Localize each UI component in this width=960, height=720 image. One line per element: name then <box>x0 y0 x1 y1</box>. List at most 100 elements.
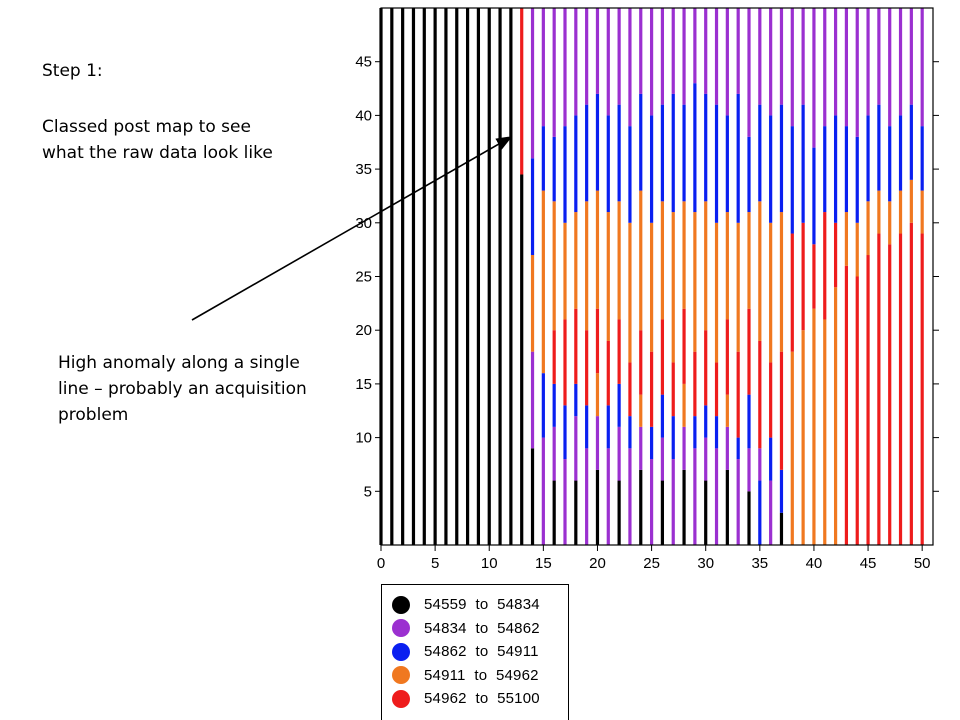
profile-segment <box>628 126 632 223</box>
profile-segment <box>866 8 870 116</box>
profile-segment <box>639 469 643 545</box>
legend-label: 54862 to 54911 <box>424 643 539 661</box>
x-tick-label: 35 <box>751 555 768 572</box>
profile-segment <box>682 426 686 470</box>
profile-segment <box>595 308 600 374</box>
profile-segment <box>541 373 545 438</box>
y-tick-label: 20 <box>355 322 372 339</box>
profile-segment <box>693 212 697 352</box>
profile-segment <box>660 437 665 481</box>
legend-swatch <box>392 619 410 638</box>
profile-line-4 <box>422 8 426 545</box>
profile-segment <box>595 93 600 191</box>
profile-segment <box>704 93 708 202</box>
profile-segment <box>606 115 610 213</box>
profile-segment <box>920 8 924 127</box>
profile-segment <box>563 126 567 223</box>
profile-line-32 <box>725 8 729 545</box>
profile-segment <box>574 115 578 213</box>
profile-segment <box>823 126 827 213</box>
profile-segment <box>747 212 751 309</box>
profile-line-39 <box>801 8 805 545</box>
profile-segment <box>823 212 827 320</box>
profile-segment <box>855 8 859 137</box>
legend-label: 54962 to 55100 <box>424 690 540 708</box>
profile-segment <box>714 448 719 545</box>
legend-swatch <box>392 689 410 708</box>
profile-segment <box>617 319 621 384</box>
y-tick-label: 40 <box>355 107 372 124</box>
profile-segment <box>530 351 535 449</box>
x-tick-label: 15 <box>535 555 552 572</box>
profile-segment <box>812 244 816 309</box>
profile-segment <box>844 8 849 127</box>
y-tick-label: 25 <box>355 269 372 286</box>
step-title: Step 1: <box>42 61 103 81</box>
profile-line-19 <box>585 8 589 545</box>
profile-segment <box>606 448 610 545</box>
profile-line-22 <box>617 8 621 545</box>
profile-segment <box>866 115 870 202</box>
profile-segment <box>779 8 784 105</box>
profile-segment <box>769 480 773 545</box>
legend-label: 54911 to 54962 <box>424 666 539 684</box>
profile-segment <box>541 437 545 545</box>
profile-segment <box>585 8 589 105</box>
profile-segment <box>617 8 621 105</box>
x-tick-label: 0 <box>377 555 385 572</box>
profile-segment <box>704 201 708 331</box>
profile-segment <box>747 8 751 137</box>
profile-segment <box>563 319 567 406</box>
profile-segment <box>606 8 610 116</box>
profile-segment <box>877 104 881 191</box>
y-tick-label: 35 <box>355 161 372 178</box>
profile-segment <box>736 93 740 223</box>
profile-line-41 <box>823 8 827 545</box>
profile-segment <box>411 8 416 545</box>
y-tick-label: 5 <box>364 483 372 500</box>
profile-segment <box>649 426 654 460</box>
profile-segment <box>660 394 665 438</box>
profile-line-28 <box>682 8 686 545</box>
profile-segment <box>877 190 881 234</box>
legend-entry: 54911 to 54962 <box>382 664 568 688</box>
profile-segment <box>628 222 632 363</box>
profile-segment <box>649 459 654 545</box>
profile-segment <box>585 201 589 331</box>
profile-line-1 <box>390 8 394 545</box>
profile-segment <box>682 104 686 202</box>
profile-segment <box>725 319 729 395</box>
profile-segment <box>563 459 567 545</box>
profile-segment <box>888 126 892 202</box>
y-tick-label: 10 <box>355 430 372 447</box>
profile-line-12 <box>509 8 513 545</box>
profile-segment <box>541 190 545 374</box>
profile-segment <box>769 437 773 481</box>
profile-line-40 <box>812 8 816 545</box>
profile-segment <box>714 104 719 223</box>
profile-line-9 <box>476 8 481 545</box>
profile-segment <box>888 8 892 127</box>
profile-segment <box>844 212 849 266</box>
profile-segment <box>888 201 892 245</box>
profile-segment <box>704 330 708 406</box>
profile-segment <box>530 255 535 352</box>
profile-segment <box>617 426 621 481</box>
profile-segment <box>844 265 849 545</box>
profile-segment <box>714 8 719 105</box>
profile-line-7 <box>455 8 459 545</box>
profile-segment <box>649 115 654 223</box>
profile-segment <box>855 136 859 223</box>
profile-segment <box>920 126 924 191</box>
legend-swatch <box>392 642 410 661</box>
profile-segment <box>574 416 578 481</box>
legend-entry: 54962 to 55100 <box>382 687 568 711</box>
profile-segment <box>747 394 751 449</box>
profile-segment <box>563 405 567 460</box>
profile-segment <box>639 394 643 427</box>
profile-segment <box>747 136 751 213</box>
x-tick-label: 45 <box>860 555 877 572</box>
profile-segment <box>660 104 665 202</box>
profile-segment <box>779 351 784 470</box>
profile-line-43 <box>844 8 849 545</box>
